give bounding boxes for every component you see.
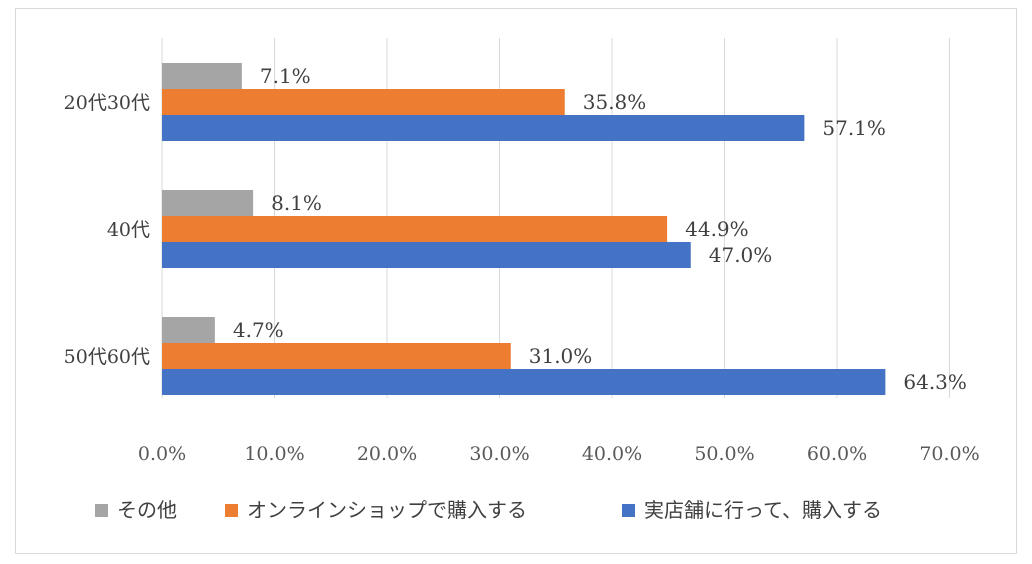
bar	[162, 369, 886, 395]
legend-label: オンラインショップで購入する	[247, 498, 527, 522]
data-label: 44.9%	[685, 217, 749, 241]
legend-swatch	[225, 504, 238, 517]
data-label: 57.1%	[822, 116, 886, 140]
data-label: 64.3%	[903, 370, 967, 394]
data-label: 35.8%	[583, 90, 647, 114]
legend-label: 実店舗に行って、購入する	[644, 498, 882, 522]
category-label: 50代60代	[64, 346, 150, 368]
bar	[162, 89, 565, 115]
category-label: 20代30代	[64, 92, 150, 114]
category-label: 40代	[107, 219, 150, 241]
data-label: 8.1%	[271, 191, 322, 215]
data-label: 47.0%	[709, 243, 773, 267]
legend-swatch	[622, 504, 635, 517]
data-label: 7.1%	[260, 64, 311, 88]
x-tick-label: 30.0%	[469, 443, 529, 465]
legend-swatch	[95, 504, 108, 517]
x-tick-label: 60.0%	[807, 443, 867, 465]
x-tick-label: 20.0%	[357, 443, 417, 465]
data-label: 31.0%	[529, 344, 593, 368]
bar	[162, 216, 668, 242]
bar	[162, 317, 215, 343]
x-tick-label: 50.0%	[694, 443, 754, 465]
legend-label: その他	[117, 498, 177, 522]
bar	[162, 242, 691, 268]
bar	[162, 115, 805, 141]
x-tick-label: 40.0%	[582, 443, 642, 465]
bar	[162, 190, 254, 216]
x-tick-label: 10.0%	[244, 443, 304, 465]
x-tick-label: 0.0%	[138, 443, 186, 465]
data-label: 4.7%	[233, 318, 284, 342]
bar	[162, 343, 511, 369]
bar	[162, 63, 242, 89]
x-tick-label: 70.0%	[919, 443, 979, 465]
